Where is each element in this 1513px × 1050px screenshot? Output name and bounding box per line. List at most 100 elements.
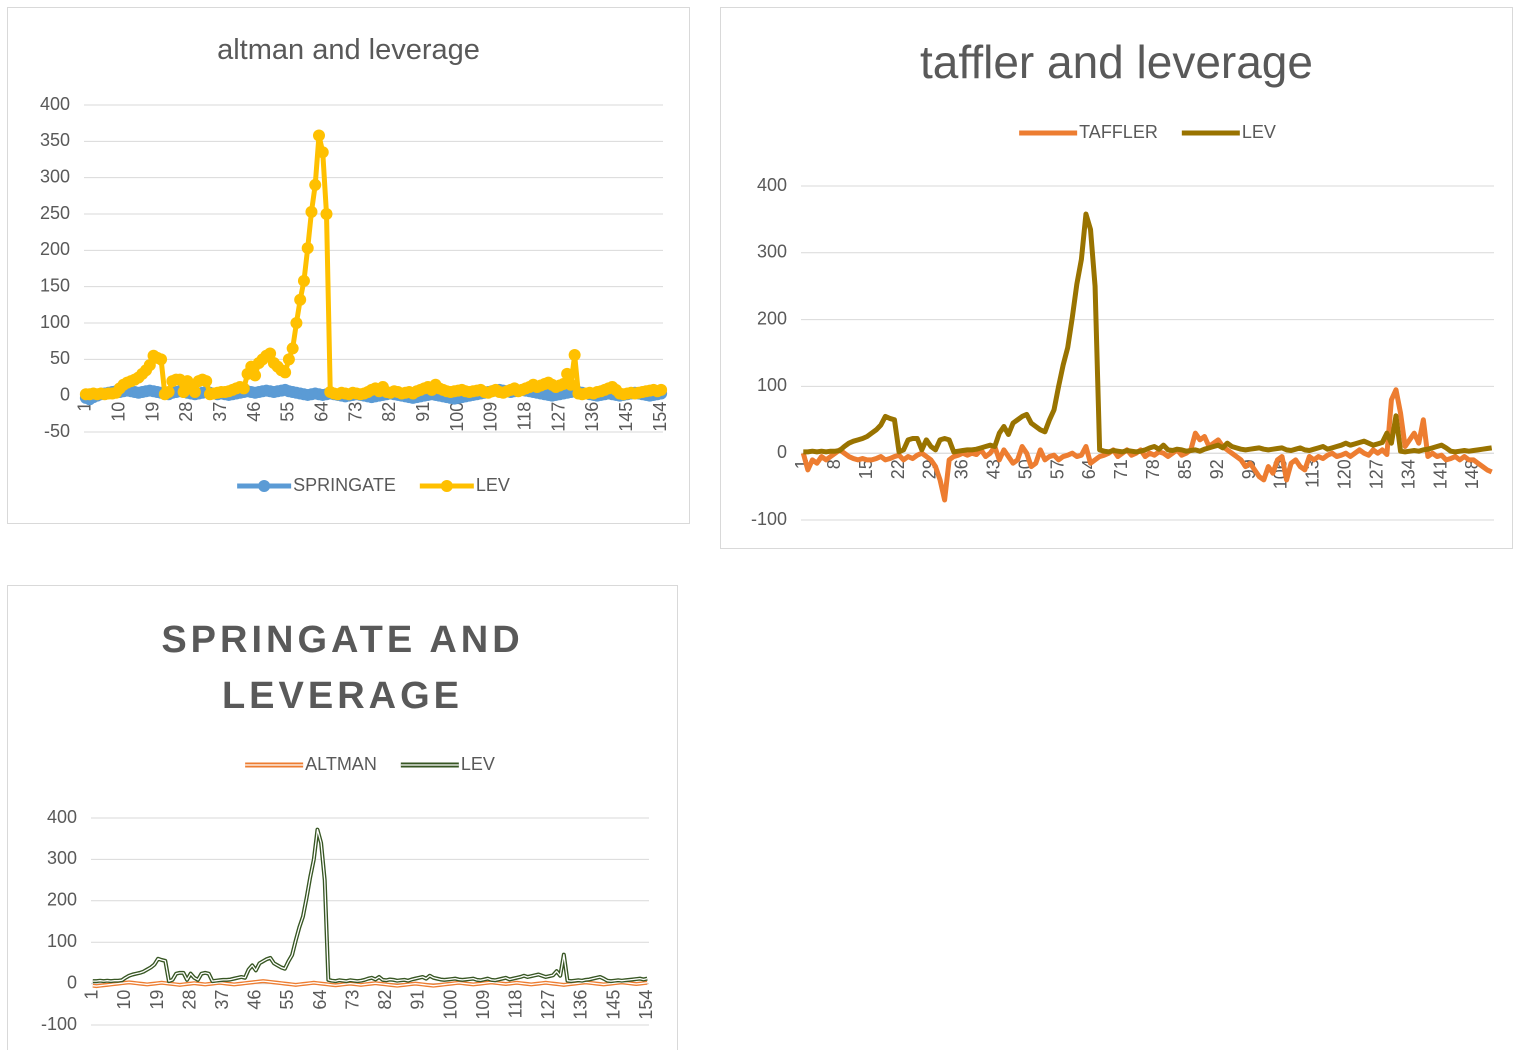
x-tick-label: 10: [114, 990, 134, 1010]
y-tick-label: 0: [67, 972, 77, 992]
marker: [302, 242, 314, 254]
x-tick-label: 91: [413, 402, 433, 422]
x-tick-label: 118: [505, 990, 525, 1019]
marker: [298, 275, 310, 287]
y-tick-label: 100: [47, 931, 77, 951]
y-tick-label: 300: [757, 242, 787, 262]
marker: [200, 375, 212, 387]
x-tick-label: 73: [342, 990, 362, 1010]
y-tick-label: 0: [777, 442, 787, 462]
y-tick-label: 100: [40, 312, 70, 332]
page: altman and leverage -5005010015020025030…: [0, 0, 1513, 1050]
marker: [287, 342, 299, 354]
x-tick-label: 127: [538, 990, 558, 1020]
x-tick-label: 118: [515, 402, 535, 431]
marker: [317, 146, 329, 158]
marker: [163, 386, 175, 398]
marker: [294, 294, 306, 306]
marker: [238, 382, 250, 394]
x-tick-label: 64: [310, 990, 330, 1010]
x-tick-label: 43: [984, 459, 1004, 479]
x-tick-label: 37: [212, 990, 232, 1010]
y-tick-label: 50: [50, 348, 70, 368]
marker: [561, 368, 573, 380]
line-core: [93, 830, 647, 982]
x-tick-label: 127: [1366, 459, 1386, 489]
x-tick-label: 109: [473, 990, 493, 1020]
x-tick-label: 145: [616, 402, 636, 432]
legend-label: TAFFLER: [1079, 122, 1158, 142]
legend-label: LEV: [461, 754, 495, 774]
x-tick-label: 55: [278, 402, 298, 422]
x-tick-label: 141: [1430, 459, 1450, 489]
marker: [321, 208, 333, 220]
marker: [305, 206, 317, 218]
x-tick-label: 64: [311, 402, 331, 422]
x-tick-label: 55: [277, 990, 297, 1010]
y-tick-label: 100: [757, 375, 787, 395]
x-tick-label: 100: [440, 990, 460, 1020]
x-tick-label: 136: [571, 990, 591, 1020]
y-tick-label: 300: [40, 166, 70, 186]
x-tick-label: 154: [650, 402, 670, 432]
marker: [249, 369, 261, 381]
x-tick-label: 109: [481, 402, 501, 432]
y-tick-label: 400: [47, 807, 77, 827]
x-tick-label: 10: [108, 402, 128, 422]
y-tick-label: -50: [44, 421, 70, 441]
x-tick-label: 37: [210, 402, 230, 422]
x-tick-label: 120: [1335, 459, 1355, 489]
marker: [309, 179, 321, 191]
y-tick-label: 350: [40, 130, 70, 150]
legend: TAFFLER LEV: [1019, 122, 1276, 142]
x-tick-label: 28: [179, 990, 199, 1010]
x-tick-label: 154: [636, 990, 656, 1020]
y-tick-label: 200: [757, 308, 787, 328]
x-tick-label: 134: [1398, 459, 1418, 489]
marker: [155, 353, 167, 365]
marker: [313, 130, 325, 142]
x-tick-label: 85: [1175, 459, 1195, 479]
y-tick-label: -100: [41, 1014, 77, 1034]
y-tick-label: 250: [40, 203, 70, 223]
x-tick-label: 57: [1047, 459, 1067, 479]
y-tick-label: 200: [40, 239, 70, 259]
y-tick-label: -100: [751, 509, 787, 529]
x-tick-label: 22: [888, 459, 908, 479]
x-tick-label: 82: [379, 402, 399, 422]
marker: [655, 384, 667, 396]
x-tick-label: 46: [245, 990, 265, 1010]
x-tick-label: 1: [82, 990, 102, 1000]
x-tick-label: 92: [1207, 459, 1227, 479]
y-tick-label: 150: [40, 275, 70, 295]
x-tick-label: 46: [244, 402, 264, 422]
x-tick-label: 100: [447, 402, 467, 432]
y-tick-label: 200: [47, 890, 77, 910]
legend-marker: [441, 480, 453, 492]
marker: [279, 366, 291, 378]
legend: SPRINGATELEV: [237, 475, 510, 495]
marker: [283, 353, 295, 365]
y-tick-label: 0: [60, 384, 70, 404]
y-tick-label: 400: [757, 175, 787, 195]
y-tick-label: 300: [47, 848, 77, 868]
x-tick-label: 82: [375, 990, 395, 1010]
x-tick-label: 71: [1111, 459, 1131, 479]
x-tick-label: 19: [147, 990, 167, 1010]
x-tick-label: 78: [1143, 459, 1163, 479]
marker: [569, 349, 581, 361]
x-tick-label: 145: [603, 990, 623, 1020]
x-tick-label: 36: [952, 459, 972, 479]
x-tick-label: 28: [176, 402, 196, 422]
legend-label: LEV: [1242, 122, 1276, 142]
marker: [290, 317, 302, 329]
x-tick-label: 19: [142, 402, 162, 422]
legend-marker: [258, 480, 270, 492]
legend-label: LEV: [476, 475, 510, 495]
